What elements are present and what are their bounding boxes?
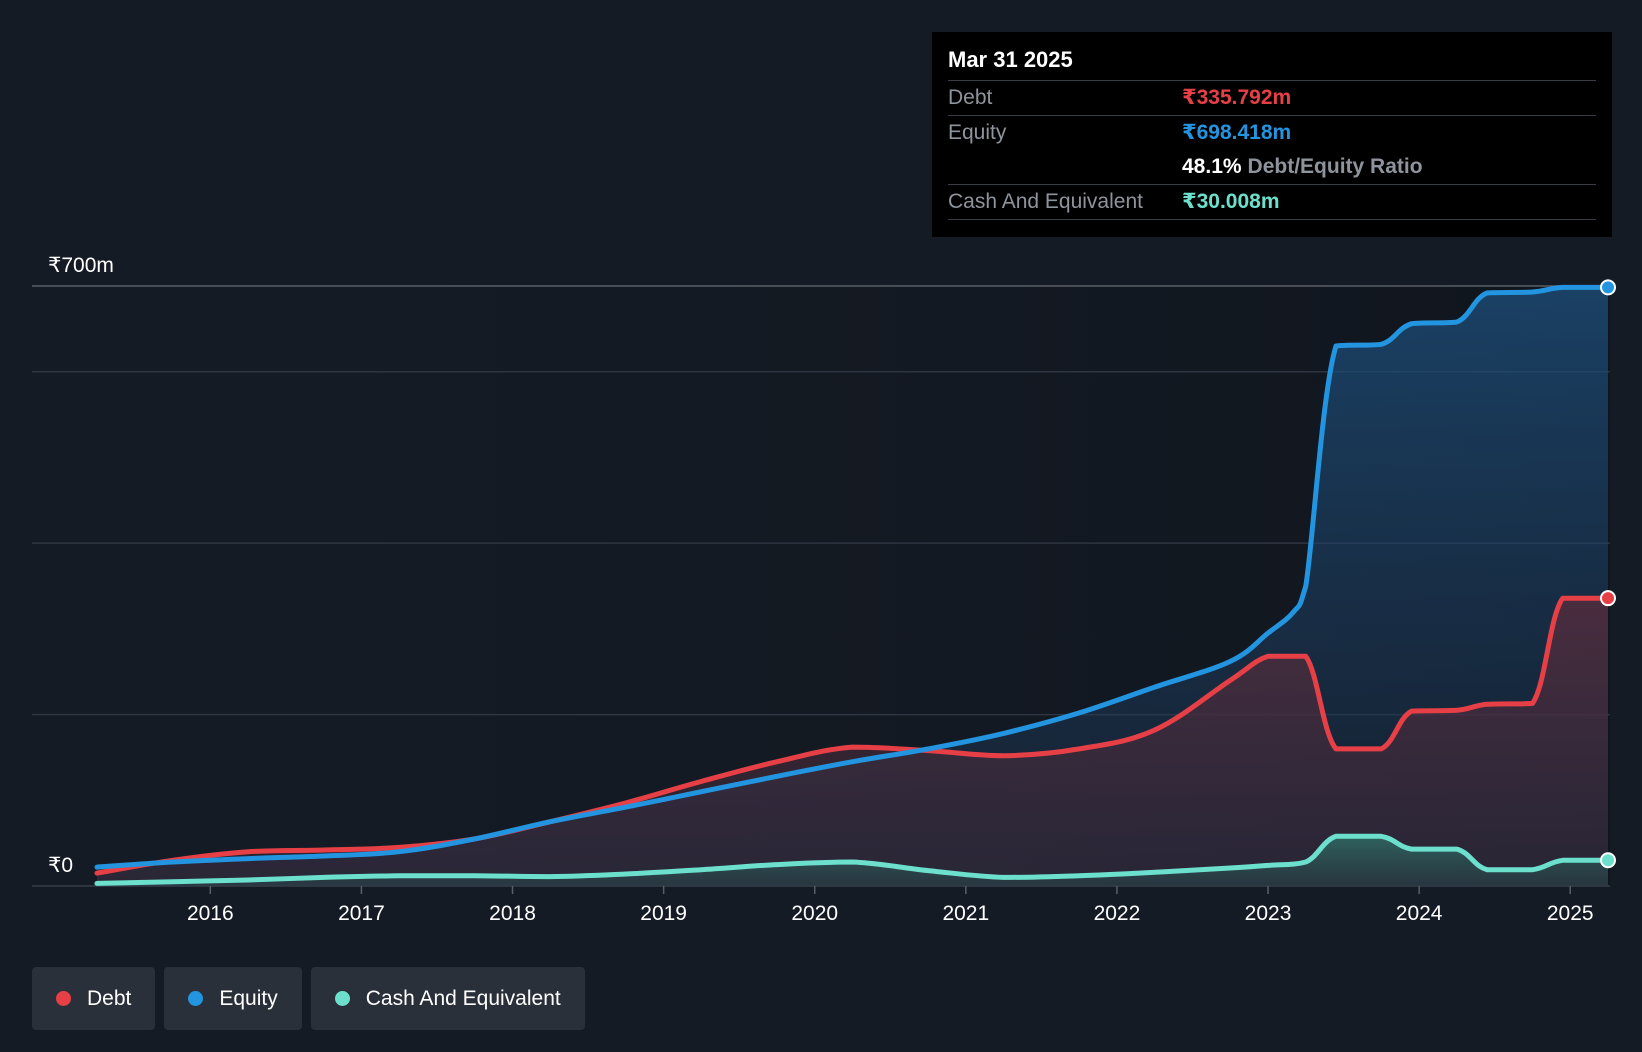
series-areas bbox=[97, 287, 1608, 886]
y-axis-labels: ₹700m ₹0 bbox=[48, 254, 114, 877]
x-tick-label-2025: 2025 bbox=[1547, 902, 1594, 925]
equity-end-marker[interactable] bbox=[1600, 279, 1616, 296]
cash-line bbox=[94, 833, 1611, 886]
legend-item-debt[interactable]: Debt bbox=[32, 967, 156, 1030]
x-tick-label-2021: 2021 bbox=[942, 902, 989, 925]
x-tick-label-2016: 2016 bbox=[187, 902, 234, 925]
x-tick-label-2018: 2018 bbox=[489, 902, 536, 925]
tooltip-ratio-label: Debt/Equity Ratio bbox=[1247, 155, 1423, 178]
equity-line bbox=[94, 284, 1611, 870]
y-tick-label-0: ₹0 bbox=[48, 854, 73, 877]
debt-end-marker[interactable] bbox=[1600, 590, 1616, 607]
series-end-markers bbox=[1600, 279, 1616, 869]
x-axis-ticks: 2016 2017 2018 2019 2020 2021 2022 2023 2024 2025 bbox=[187, 886, 1594, 925]
tooltip-equity-label: Equity bbox=[948, 121, 1007, 144]
legend-equity-label: Equity bbox=[219, 986, 278, 1010]
cash-dot-icon bbox=[334, 991, 350, 1006]
cash-area bbox=[97, 836, 1608, 886]
x-tick-label-2019: 2019 bbox=[640, 902, 687, 925]
tooltip-ratio-value: 48.1% bbox=[1182, 155, 1242, 178]
x-tick-label-2024: 2024 bbox=[1396, 902, 1443, 925]
tooltip-cash-value: ₹30.008m bbox=[1182, 190, 1280, 213]
equity-dot-icon bbox=[188, 991, 204, 1006]
debt-dot-icon bbox=[56, 991, 71, 1006]
series-lines bbox=[94, 284, 1611, 886]
tooltip-equity-value: ₹698.418m bbox=[1182, 121, 1292, 144]
debt-line bbox=[94, 595, 1611, 876]
tooltip-ratio-row: 48.1% Debt/Equity Ratio bbox=[948, 150, 1596, 185]
debt-area bbox=[97, 598, 1608, 886]
tooltip-debt-label: Debt bbox=[948, 86, 993, 109]
legend-cash-label: Cash And Equivalent bbox=[365, 986, 561, 1010]
y-tick-label-700: ₹700m bbox=[48, 254, 114, 277]
tooltip-date: Mar 31 2025 bbox=[948, 46, 1596, 81]
x-tick-label-2022: 2022 bbox=[1094, 902, 1141, 925]
tooltip: Mar 31 2025 Debt ₹335.792m Equity ₹698.4… bbox=[932, 32, 1612, 237]
legend-item-equity[interactable]: Equity bbox=[164, 967, 302, 1030]
legend-item-cash[interactable]: Cash And Equivalent bbox=[310, 967, 585, 1030]
tooltip-cash-label: Cash And Equivalent bbox=[948, 190, 1143, 213]
tooltip-cash-row: Cash And Equivalent ₹30.008m bbox=[948, 185, 1596, 220]
x-tick-label-2020: 2020 bbox=[791, 902, 838, 925]
cash-end-marker[interactable] bbox=[1600, 852, 1616, 869]
tooltip-equity-row: Equity ₹698.418m bbox=[948, 116, 1596, 150]
x-tick-label-2017: 2017 bbox=[338, 902, 385, 925]
tooltip-debt-value: ₹335.792m bbox=[1182, 86, 1292, 109]
legend-debt-label: Debt bbox=[87, 986, 132, 1010]
tooltip-debt-row: Debt ₹335.792m bbox=[948, 81, 1596, 116]
x-tick-label-2023: 2023 bbox=[1245, 902, 1292, 925]
legend: Debt Equity Cash And Equivalent bbox=[32, 967, 585, 1030]
